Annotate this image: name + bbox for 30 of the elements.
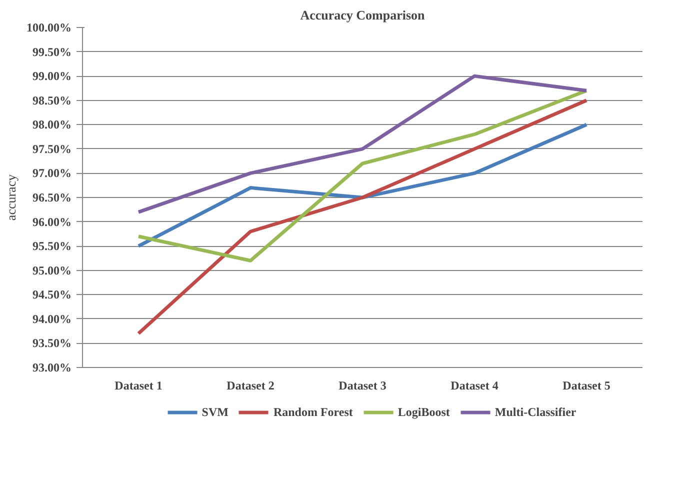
y-tick-label: 94.00% (32, 312, 72, 326)
y-tick-label: 97.50% (32, 142, 72, 156)
y-tick-label: 93.00% (32, 360, 72, 374)
legend-label: Random Forest (273, 404, 353, 420)
y-tick-label: 96.00% (32, 214, 72, 229)
y-tick-label: 94.50% (32, 288, 72, 302)
x-tick-label: Dataset 3 (338, 378, 386, 392)
y-tick-label: 98.00% (32, 118, 72, 132)
y-tick-label: 96.50% (32, 190, 72, 204)
y-tick-label: 99.00% (32, 69, 72, 84)
x-tick-label: Dataset 2 (226, 378, 274, 392)
legend-label: LogiBoost (398, 404, 450, 420)
x-tick-label: Dataset 5 (562, 378, 610, 392)
y-tick-label: 93.50% (32, 336, 72, 350)
line-series (136, 122, 588, 248)
x-tick-label: Dataset 4 (450, 378, 498, 392)
x-tick-label: Dataset 1 (114, 378, 162, 392)
line-series (136, 98, 588, 336)
y-tick-label: 97.00% (32, 166, 72, 180)
line-series (136, 74, 588, 214)
y-axis-title: accuracy (4, 174, 18, 221)
legend-label: Multi-Classifier (494, 404, 576, 420)
y-tick-label: 95.50% (32, 239, 72, 254)
y-tick-label: 100.00% (26, 20, 72, 34)
chart-title: Accuracy Comparison (300, 8, 426, 22)
y-tick-label: 99.50% (32, 44, 72, 59)
legend-label: SVM (202, 404, 228, 420)
line-series (136, 88, 588, 262)
y-tick-label: 98.50% (32, 93, 72, 108)
y-tick-label: 95.00% (32, 263, 72, 278)
